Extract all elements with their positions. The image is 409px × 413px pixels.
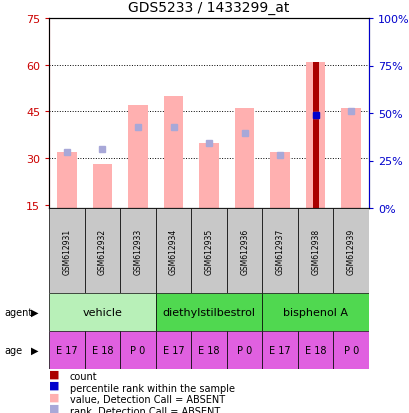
- Text: agent: agent: [4, 307, 32, 317]
- Bar: [333, 209, 368, 293]
- Bar: [333, 331, 368, 369]
- Text: age: age: [4, 345, 22, 355]
- Text: ■: ■: [49, 392, 60, 401]
- Bar: [163, 97, 183, 209]
- Bar: [305, 62, 325, 209]
- Bar: [49, 209, 85, 293]
- Text: E 17: E 17: [56, 345, 78, 355]
- Bar: [226, 209, 262, 293]
- Text: P 0: P 0: [343, 345, 358, 355]
- Text: E 17: E 17: [269, 345, 290, 355]
- Text: value, Detection Call = ABSENT: value, Detection Call = ABSENT: [70, 394, 224, 404]
- Text: GSM612938: GSM612938: [310, 228, 319, 274]
- Text: count: count: [70, 371, 97, 381]
- Text: P 0: P 0: [130, 345, 145, 355]
- Text: E 17: E 17: [162, 345, 184, 355]
- Bar: [297, 331, 333, 369]
- Bar: [191, 331, 226, 369]
- Bar: [49, 331, 85, 369]
- Text: ▶: ▶: [31, 345, 38, 355]
- Text: E 18: E 18: [198, 345, 219, 355]
- Bar: [155, 293, 262, 331]
- Text: E 18: E 18: [92, 345, 113, 355]
- Bar: [191, 209, 226, 293]
- Bar: [297, 209, 333, 293]
- Bar: [262, 331, 297, 369]
- Bar: [92, 165, 112, 209]
- Bar: [312, 62, 318, 209]
- Text: GSM612936: GSM612936: [240, 228, 249, 274]
- Bar: [85, 331, 120, 369]
- Text: GSM612931: GSM612931: [62, 228, 71, 274]
- Bar: [262, 293, 368, 331]
- Bar: [199, 143, 218, 209]
- Text: GSM612937: GSM612937: [275, 228, 284, 274]
- Text: diethylstilbestrol: diethylstilbestrol: [162, 307, 255, 317]
- Bar: [120, 331, 155, 369]
- Text: P 0: P 0: [236, 345, 252, 355]
- Bar: [155, 331, 191, 369]
- Text: percentile rank within the sample: percentile rank within the sample: [70, 383, 234, 393]
- Text: GSM612934: GSM612934: [169, 228, 178, 274]
- Bar: [226, 331, 262, 369]
- Text: ▶: ▶: [31, 307, 38, 317]
- Text: vehicle: vehicle: [82, 307, 122, 317]
- Bar: [270, 152, 289, 209]
- Bar: [49, 293, 155, 331]
- Bar: [85, 209, 120, 293]
- Text: rank, Detection Call = ABSENT: rank, Detection Call = ABSENT: [70, 406, 219, 413]
- Title: GDS5233 / 1433299_at: GDS5233 / 1433299_at: [128, 1, 289, 15]
- Text: GSM612939: GSM612939: [346, 228, 355, 274]
- Bar: [120, 209, 155, 293]
- Bar: [128, 106, 147, 209]
- Text: bisphenol A: bisphenol A: [283, 307, 347, 317]
- Bar: [341, 109, 360, 209]
- Bar: [57, 152, 76, 209]
- Bar: [234, 109, 254, 209]
- Bar: [155, 209, 191, 293]
- Bar: [262, 209, 297, 293]
- Text: GSM612932: GSM612932: [98, 228, 107, 274]
- Text: ■: ■: [49, 403, 60, 413]
- Text: E 18: E 18: [304, 345, 326, 355]
- Text: GSM612933: GSM612933: [133, 228, 142, 274]
- Text: ■: ■: [49, 380, 60, 390]
- Text: ■: ■: [49, 368, 60, 378]
- Text: GSM612935: GSM612935: [204, 228, 213, 274]
